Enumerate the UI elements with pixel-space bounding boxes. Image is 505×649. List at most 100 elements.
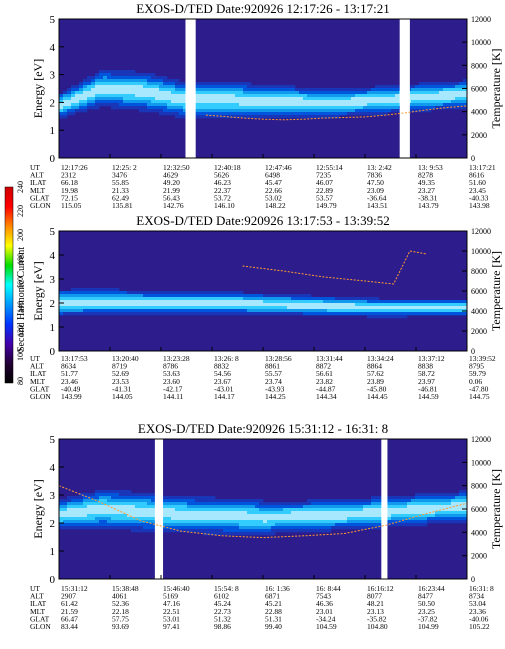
- heatmap-cell: [331, 526, 336, 530]
- heatmap-cell: [99, 100, 104, 104]
- heatmap-cell: [283, 100, 288, 104]
- heatmap-cell: [287, 514, 292, 518]
- heatmap-cell: [247, 514, 252, 518]
- heatmap-cell: [171, 511, 176, 515]
- table-cell: 144.45: [367, 392, 388, 401]
- heatmap-cell: [375, 91, 380, 95]
- heatmap-cell: [231, 312, 236, 316]
- heatmap-cell: [119, 70, 124, 74]
- heatmap-cell: [439, 499, 444, 503]
- heatmap-cell: [119, 502, 124, 506]
- heatmap-cell: [291, 85, 296, 89]
- heatmap-cell: [391, 496, 396, 500]
- heatmap-cell: [279, 508, 284, 512]
- heatmap-cell: [299, 529, 304, 533]
- heatmap-cell: [383, 106, 388, 110]
- heatmap-cell: [387, 315, 392, 319]
- heatmap-cell: [223, 517, 228, 521]
- heatmap-cell: [243, 97, 248, 101]
- heatmap-cell: [147, 297, 152, 301]
- heatmap-cell: [359, 94, 364, 98]
- heatmap-cell: [163, 505, 168, 509]
- heatmap-cell: [367, 100, 372, 104]
- heatmap-cell: [139, 306, 144, 310]
- heatmap-cell: [355, 514, 360, 518]
- heatmap-cell: [207, 94, 212, 98]
- heatmap-cell: [319, 529, 324, 533]
- heatmap-cell: [119, 523, 124, 527]
- heatmap-cell: [227, 306, 232, 310]
- heatmap-cell: [311, 505, 316, 509]
- heatmap-cell: [455, 511, 460, 515]
- heatmap-cell: [383, 88, 388, 92]
- heatmap-cell: [127, 97, 132, 101]
- heatmap-cell: [311, 103, 316, 107]
- heatmap-cell: [343, 97, 348, 101]
- heatmap-cell: [139, 303, 144, 307]
- heatmap-cell: [123, 70, 128, 74]
- heatmap-cell: [307, 303, 312, 307]
- heatmap-cell: [191, 514, 196, 518]
- heatmap-cell: [399, 499, 404, 503]
- table-cell: 54.56: [214, 369, 231, 378]
- heatmap-cell: [235, 294, 240, 298]
- heatmap-cell: [299, 303, 304, 307]
- heatmap-cell: [147, 291, 152, 295]
- heatmap-cell: [199, 502, 204, 506]
- heatmap-cell: [71, 300, 76, 304]
- heatmap-cell: [351, 526, 356, 530]
- heatmap-cell: [83, 514, 88, 518]
- panel-title: EXOS-D/TED Date:920926 15:31:12 - 16:31:…: [138, 421, 388, 436]
- heatmap-cell: [299, 297, 304, 301]
- heatmap-cell: [451, 97, 456, 101]
- table-cell: 49.20: [163, 178, 180, 187]
- heatmap-cell: [91, 79, 96, 83]
- heatmap-cell: [415, 309, 420, 313]
- heatmap-cell: [371, 94, 376, 98]
- heatmap-cell: [107, 511, 112, 515]
- heatmap-cell: [243, 312, 248, 316]
- heatmap-cell: [447, 493, 452, 497]
- heatmap-cell: [79, 288, 84, 292]
- table-cell: 46.23: [214, 178, 231, 187]
- heatmap-cell: [419, 499, 424, 503]
- heatmap-cell: [203, 294, 208, 298]
- heatmap-cell: [163, 85, 168, 89]
- heatmap-cell: [287, 303, 292, 307]
- heatmap-cell: [131, 85, 136, 89]
- heatmap-cell: [75, 288, 80, 292]
- heatmap-cell: [155, 312, 160, 316]
- y2-tick-label: 4000: [471, 528, 487, 537]
- heatmap-cell: [339, 523, 344, 527]
- heatmap-cell: [331, 306, 336, 310]
- heatmap-cell: [351, 520, 356, 524]
- heatmap-cell: [227, 312, 232, 316]
- heatmap-cell: [191, 523, 196, 527]
- heatmap-cell: [83, 309, 88, 313]
- heatmap-cell: [103, 514, 108, 518]
- heatmap-cell: [211, 529, 216, 533]
- heatmap-cell: [107, 499, 112, 503]
- heatmap-cell: [187, 300, 192, 304]
- heatmap-cell: [363, 523, 368, 527]
- heatmap-cell: [171, 82, 176, 86]
- heatmap-cell: [143, 300, 148, 304]
- heatmap-cell: [159, 79, 164, 83]
- heatmap-cell: [307, 306, 312, 310]
- y2-tick-label: 8000: [471, 61, 487, 70]
- heatmap-cell: [375, 508, 380, 512]
- heatmap-cell: [143, 493, 148, 497]
- heatmap-cell: [123, 294, 128, 298]
- heatmap-cell: [207, 82, 212, 86]
- heatmap-cell: [355, 499, 360, 503]
- heatmap-cell: [175, 499, 180, 503]
- heatmap-cell: [283, 109, 288, 113]
- heatmap-cell: [343, 499, 348, 503]
- heatmap-cell: [419, 517, 424, 521]
- heatmap-cell: [59, 523, 64, 527]
- heatmap-cell: [431, 85, 436, 89]
- heatmap-cell: [227, 112, 232, 116]
- heatmap-cell: [91, 106, 96, 110]
- heatmap-cell: [167, 294, 172, 298]
- heatmap-cell: [63, 106, 68, 110]
